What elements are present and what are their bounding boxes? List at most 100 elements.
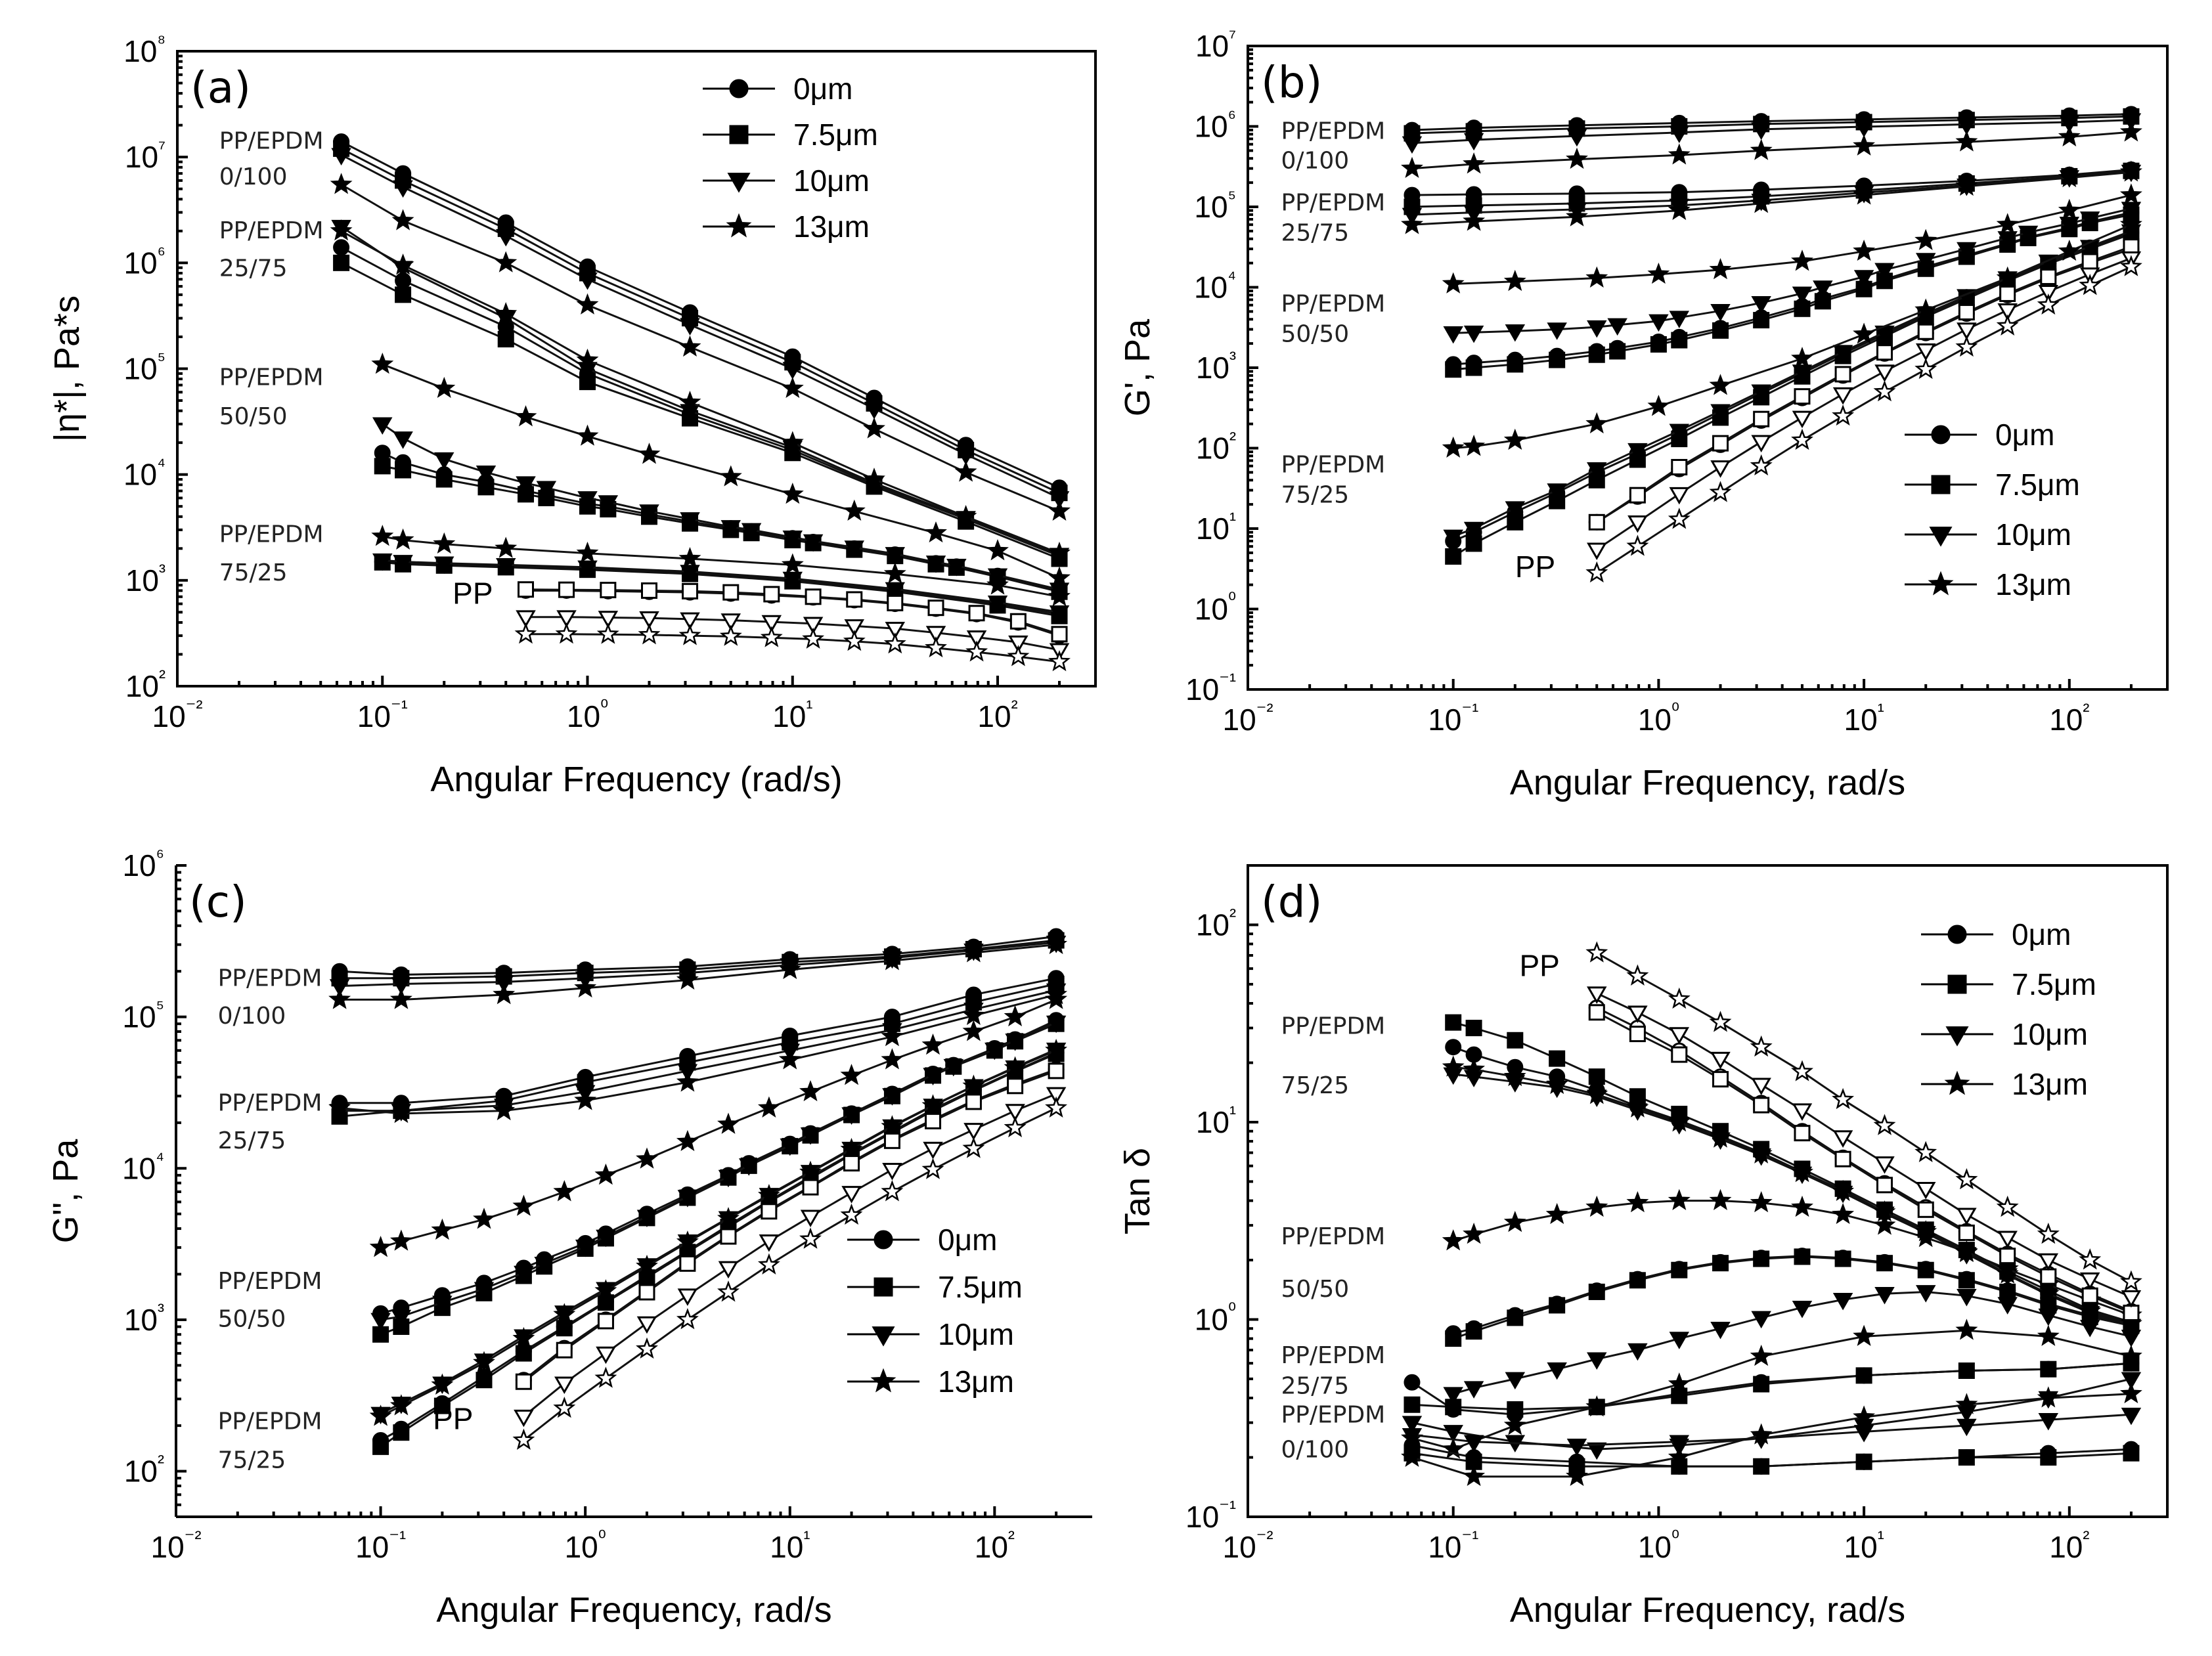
data-point <box>885 622 906 640</box>
data-point <box>1585 561 1608 583</box>
y-tick-label: 10⁵ <box>123 349 166 386</box>
data-point <box>1853 1425 1874 1443</box>
data-point <box>556 1320 573 1337</box>
series-75-25-triangle-down <box>372 553 1070 623</box>
data-point <box>473 1208 496 1229</box>
data-point <box>757 1096 780 1118</box>
composition-label: PP/EPDM <box>219 127 324 154</box>
data-point <box>1915 1285 1936 1303</box>
data-point <box>2040 1449 2057 1466</box>
composition-label: 0/100 <box>218 1003 286 1030</box>
legend-entry: 10μm <box>847 1317 1014 1351</box>
series-50-50-circle <box>1445 1248 2140 1342</box>
data-point <box>1997 1297 2018 1315</box>
y-tick-label: 10¹ <box>1196 1102 1236 1139</box>
y-tick-label: 10⁰ <box>1195 1299 1236 1336</box>
data-point <box>1832 1179 1855 1202</box>
data-point <box>495 251 518 272</box>
data-point <box>1855 1453 1872 1470</box>
panel-label: (d) <box>1261 877 1322 927</box>
data-point <box>1465 1323 1482 1340</box>
data-point <box>574 976 597 998</box>
data-point <box>329 979 350 997</box>
data-point <box>514 1265 534 1284</box>
series-pp-star <box>512 1096 1068 1450</box>
data-point <box>389 1394 412 1416</box>
data-point <box>1668 1445 1691 1467</box>
data-point <box>374 458 391 475</box>
data-point <box>881 1048 904 1070</box>
data-point <box>1668 508 1691 529</box>
data-point <box>1832 1202 1855 1225</box>
series-75-25-square <box>1445 1014 2140 1330</box>
series-line <box>525 616 1060 651</box>
legend-label: 7.5μm <box>793 118 878 152</box>
data-point <box>1832 1130 1853 1148</box>
data-point <box>962 941 985 963</box>
series-pp-square <box>1588 238 2140 531</box>
x-tick-label: 10⁰ <box>567 697 608 733</box>
data-point <box>2038 1253 2059 1271</box>
data-point <box>1792 410 1813 429</box>
series-line <box>523 1107 1057 1441</box>
x-tick-label: 10⁻¹ <box>355 1527 406 1564</box>
data-point <box>512 1428 535 1450</box>
data-point <box>1957 322 1977 340</box>
data-point <box>391 253 414 275</box>
data-point <box>1463 325 1484 343</box>
legend-label: 13μm <box>793 209 870 244</box>
data-point <box>781 376 804 399</box>
data-point <box>800 1209 821 1228</box>
data-point <box>636 1337 658 1359</box>
data-point <box>395 286 412 303</box>
data-point <box>1792 286 1813 304</box>
data-point <box>676 1070 699 1092</box>
data-point <box>2058 165 2081 188</box>
composition-label: 0/100 <box>1281 148 1349 175</box>
data-point <box>1794 388 1811 405</box>
data-point <box>1709 1011 1732 1032</box>
legend-marker <box>870 1368 896 1393</box>
data-point <box>2079 274 2102 295</box>
data-point <box>1853 183 1876 205</box>
data-point <box>1587 542 1607 561</box>
data-point <box>1958 1362 1975 1380</box>
data-point <box>2058 198 2081 221</box>
series-25-75-square <box>1404 1355 2140 1418</box>
data-point <box>2037 293 2060 315</box>
composition-label: 25/75 <box>219 255 288 282</box>
series-25-75-square <box>333 254 1068 567</box>
data-point <box>1791 1160 1813 1183</box>
data-point <box>576 424 599 446</box>
data-point <box>2119 255 2142 276</box>
data-point <box>1669 311 1690 328</box>
data-point <box>1876 1255 1893 1272</box>
data-point <box>840 1203 863 1225</box>
data-point <box>391 977 412 995</box>
data-point <box>925 626 946 643</box>
data-point <box>371 352 394 374</box>
data-point <box>1503 1210 1526 1232</box>
data-point <box>2081 1287 2098 1304</box>
data-point <box>1445 548 1462 565</box>
series-line <box>1411 113 2131 131</box>
data-point <box>1750 192 1773 213</box>
legend-marker <box>1944 1070 1970 1095</box>
series-0-100-triangle-down <box>331 148 1070 509</box>
legend-marker <box>727 173 751 193</box>
composition-label: 50/50 <box>218 1305 286 1332</box>
data-point <box>718 1261 739 1279</box>
data-point <box>1813 280 1833 298</box>
data-point <box>1048 499 1071 521</box>
data-point <box>1915 1182 1936 1200</box>
data-point <box>1588 1068 1605 1085</box>
data-point <box>1505 1372 1526 1390</box>
data-point <box>553 1180 576 1202</box>
data-point <box>843 629 866 651</box>
x-tick-label: 10¹ <box>770 1527 810 1564</box>
x-tick-label: 10⁻¹ <box>1428 700 1478 737</box>
data-point <box>2119 1344 2142 1366</box>
data-point <box>1046 1015 1067 1034</box>
data-point <box>1751 295 1771 314</box>
series-25-75-star <box>328 983 1068 1123</box>
